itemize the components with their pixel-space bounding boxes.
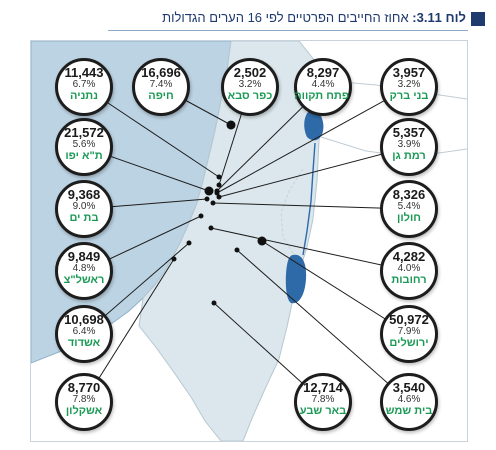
city-marker-kfar-saba	[216, 182, 222, 188]
city-value: 9,849	[67, 249, 101, 264]
connector-ramat-gan	[218, 146, 410, 198]
city-value: 50,972	[389, 312, 429, 327]
city-callout-ashkelon: 8,770 7.8% אשקלון	[55, 373, 113, 431]
city-percent: 5.4%	[397, 201, 421, 212]
city-name: ירושלים	[389, 337, 429, 349]
city-marker-haifa	[226, 120, 236, 130]
header-marker	[471, 12, 485, 26]
city-percent: 6.7%	[72, 79, 96, 90]
city-name: בני ברק	[389, 90, 429, 102]
city-callout-tel-aviv: 21,572 5.6% ת"א יפו	[55, 118, 113, 176]
city-name: באר שבע	[299, 405, 347, 417]
city-name: ראשל"צ	[63, 274, 105, 286]
city-callout-bat-yam: 9,368 9.0% בת ים	[55, 180, 113, 238]
city-marker-ashkelon	[171, 256, 177, 262]
city-percent: 7.8%	[311, 394, 335, 405]
connector-holon	[212, 202, 410, 210]
city-markers	[171, 120, 267, 306]
city-value: 12,714	[303, 380, 343, 395]
city-percent: 4.4%	[311, 79, 335, 90]
city-value: 9,368	[67, 187, 101, 202]
city-value: 2,502	[233, 65, 267, 80]
city-marker-ramat-gan	[216, 194, 222, 200]
city-percent: 4.6%	[397, 394, 421, 405]
city-callout-rehovot: 4,282 4.0% רחובות	[380, 242, 438, 300]
city-percent: 7.8%	[72, 394, 96, 405]
israel-territory	[138, 41, 324, 441]
city-marker-rishon	[198, 213, 204, 219]
city-name: חיפה	[148, 90, 174, 102]
border-line-west-bank	[280, 168, 304, 264]
city-percent: 9.0%	[72, 201, 96, 212]
city-callout-petah-tikva: 8,297 4.4% פתח תקווה	[294, 58, 352, 116]
title-text: אחוז החייבים הפרטיים לפי 16 הערים הגדולו…	[162, 10, 409, 25]
city-callout-beit-shemesh: 3,540 4.6% בית שמש	[380, 373, 438, 431]
city-marker-beit-shemesh	[234, 247, 240, 253]
city-name: נתניה	[70, 90, 98, 102]
city-percent: 4.0%	[397, 263, 421, 274]
city-percent: 3.2%	[397, 79, 421, 90]
city-callout-rishon: 9,849 4.8% ראשל"צ	[55, 242, 113, 300]
jordan-river	[302, 142, 316, 256]
table-label: לוח 3.11:	[412, 10, 466, 25]
city-value: 3,540	[392, 380, 426, 395]
city-name: אשדוד	[67, 337, 101, 349]
city-marker-bat-yam	[204, 196, 210, 202]
city-percent: 4.8%	[72, 263, 96, 274]
city-value: 3,957	[392, 65, 426, 80]
city-callout-holon: 8,326 5.4% חולון	[380, 180, 438, 238]
city-marker-bnei-brak	[214, 190, 220, 196]
city-value: 8,326	[392, 187, 426, 202]
city-value: 8,770	[67, 380, 101, 395]
city-callout-bnei-brak: 3,957 3.2% בני ברק	[380, 58, 438, 116]
city-percent: 7.9%	[397, 326, 421, 337]
city-name: ת"א יפו	[65, 150, 103, 162]
dead-sea	[285, 254, 307, 304]
connector-bnei-brak	[216, 86, 410, 194]
city-percent: 3.2%	[238, 79, 262, 90]
city-name: אשקלון	[65, 405, 103, 417]
chart-title: לוח 3.11: אחוז החייבים הפרטיים לפי 16 הע…	[162, 10, 466, 25]
city-name: בת ים	[69, 212, 99, 224]
city-callout-kfar-saba: 2,502 3.2% כפר סבא	[221, 58, 279, 116]
city-name: חולון	[397, 212, 421, 224]
city-callout-netanya: 11,443 6.7% נתניה	[55, 58, 113, 116]
city-marker-holon	[210, 200, 216, 206]
city-callout-haifa: 16,696 7.4% חיפה	[132, 58, 190, 116]
city-callout-ramat-gan: 5,357 3.9% רמת גן	[380, 118, 438, 176]
city-value: 11,443	[64, 65, 104, 80]
city-value: 8,297	[306, 65, 340, 80]
city-callout-ashdod: 10,698 6.4% אשדוד	[55, 305, 113, 363]
sea-of-galilee	[304, 110, 324, 141]
city-percent: 3.9%	[397, 139, 421, 150]
city-percent: 6.4%	[72, 326, 96, 337]
city-marker-beer-sheva	[211, 300, 217, 306]
connector-rehovot	[210, 227, 410, 272]
page-header: לוח 3.11: אחוז החייבים הפרטיים לפי 16 הע…	[0, 0, 496, 34]
header-rule	[108, 30, 468, 31]
city-value: 21,572	[64, 125, 104, 140]
city-name: רמת גן	[392, 150, 426, 162]
city-percent: 7.4%	[149, 79, 173, 90]
city-marker-netanya	[216, 174, 222, 180]
city-value: 16,696	[141, 65, 181, 80]
city-name: בית שמש	[385, 405, 433, 417]
city-value: 4,282	[392, 249, 426, 264]
city-marker-tel-aviv	[204, 186, 214, 196]
city-percent: 5.6%	[72, 139, 96, 150]
connector-beit-shemesh	[236, 249, 410, 403]
city-value: 10,698	[64, 312, 104, 327]
city-name: פתח תקווה	[294, 90, 349, 102]
city-callout-jerusalem: 50,972 7.9% ירושלים	[380, 305, 438, 363]
city-marker-ashdod	[186, 240, 192, 246]
city-callout-beer-sheva: 12,714 7.8% באר שבע	[294, 373, 352, 431]
city-name: רחובות	[391, 274, 427, 286]
city-marker-jerusalem	[257, 236, 267, 246]
city-marker-rehovot	[208, 225, 214, 231]
city-value: 5,357	[392, 125, 426, 140]
city-name: כפר סבא	[227, 90, 273, 102]
map-frame: 11,443 6.7% נתניה 16,696 7.4% חיפה 2,502 3.2% כפ…	[30, 40, 468, 442]
